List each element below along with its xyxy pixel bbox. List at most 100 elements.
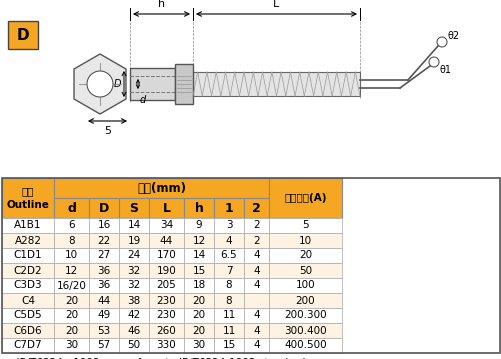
Text: 34: 34 <box>159 220 173 230</box>
Text: h: h <box>158 0 165 9</box>
Bar <box>54 308 89 323</box>
Text: C5D5: C5D5 <box>14 311 42 321</box>
Text: 4: 4 <box>253 311 260 321</box>
Bar <box>184 338 213 353</box>
Text: 4: 4 <box>253 266 260 275</box>
Text: 3: 3 <box>225 220 232 230</box>
Bar <box>243 233 269 248</box>
Text: 4: 4 <box>225 236 232 246</box>
Text: 8: 8 <box>225 295 232 306</box>
Text: 260: 260 <box>156 326 176 336</box>
Circle shape <box>428 57 438 67</box>
Bar <box>2 218 54 233</box>
Text: 200.300: 200.300 <box>284 311 326 321</box>
Bar <box>89 233 119 248</box>
Bar <box>8 21 38 49</box>
Bar <box>119 218 149 233</box>
Bar <box>54 293 89 308</box>
Bar <box>2 263 54 278</box>
Bar <box>149 218 184 233</box>
Bar <box>2 308 54 323</box>
Bar <box>54 248 89 263</box>
Bar <box>184 323 213 338</box>
Bar <box>269 293 341 308</box>
Text: 100: 100 <box>295 280 315 290</box>
Bar <box>175 64 192 104</box>
Text: 4: 4 <box>253 326 260 336</box>
Text: C6D6: C6D6 <box>14 326 42 336</box>
Text: 330: 330 <box>156 340 176 350</box>
Text: 36: 36 <box>97 266 110 275</box>
Text: d: d <box>140 95 146 105</box>
Bar <box>269 233 341 248</box>
Text: 230: 230 <box>156 295 176 306</box>
Text: 2: 2 <box>253 236 260 246</box>
Text: 36: 36 <box>97 280 110 290</box>
Bar <box>130 68 175 100</box>
Text: 适用电流(A): 适用电流(A) <box>284 193 326 203</box>
Text: 19: 19 <box>127 236 140 246</box>
Text: 11: 11 <box>222 311 235 321</box>
Text: 尺寸(mm): 尺寸(mm) <box>137 182 186 195</box>
Bar <box>54 263 89 278</box>
Text: 32: 32 <box>127 266 140 275</box>
Bar <box>119 263 149 278</box>
Text: 10: 10 <box>65 251 78 261</box>
Bar <box>243 308 269 323</box>
Text: 50: 50 <box>127 340 140 350</box>
Text: 42: 42 <box>127 311 140 321</box>
Bar <box>2 178 54 218</box>
Text: 16/20: 16/20 <box>57 280 86 290</box>
Bar <box>2 338 54 353</box>
Bar <box>213 323 243 338</box>
Bar <box>2 278 54 293</box>
Bar <box>149 323 184 338</box>
Text: 15: 15 <box>192 266 205 275</box>
Text: D: D <box>99 201 109 214</box>
Bar <box>269 218 341 233</box>
Text: 400.500: 400.500 <box>284 340 326 350</box>
Bar <box>269 278 341 293</box>
Bar <box>54 323 89 338</box>
Text: 300.400: 300.400 <box>284 326 326 336</box>
Bar <box>119 233 149 248</box>
Text: 15: 15 <box>222 340 235 350</box>
Bar <box>213 198 243 218</box>
Bar <box>89 198 119 218</box>
Bar <box>2 233 54 248</box>
Bar <box>243 263 269 278</box>
Text: C2D2: C2D2 <box>14 266 42 275</box>
Bar <box>213 293 243 308</box>
Text: D: D <box>17 28 29 42</box>
Bar <box>243 323 269 338</box>
Bar <box>213 263 243 278</box>
Text: 14: 14 <box>127 220 140 230</box>
Text: θ1: θ1 <box>439 65 451 75</box>
Text: 32: 32 <box>127 280 140 290</box>
Text: 230: 230 <box>156 311 176 321</box>
Bar <box>89 278 119 293</box>
Bar <box>213 218 243 233</box>
Bar <box>192 72 359 96</box>
Text: 30: 30 <box>192 340 205 350</box>
Bar <box>2 293 54 308</box>
Bar <box>184 198 213 218</box>
Text: 5: 5 <box>104 126 111 136</box>
Text: A1B1: A1B1 <box>14 220 42 230</box>
Bar <box>89 323 119 338</box>
Bar <box>184 293 213 308</box>
Bar <box>149 278 184 293</box>
Text: 20: 20 <box>192 326 205 336</box>
Text: 6.5: 6.5 <box>220 251 237 261</box>
Bar <box>119 308 149 323</box>
Text: 44: 44 <box>159 236 173 246</box>
Bar <box>243 278 269 293</box>
Bar <box>119 323 149 338</box>
Bar <box>269 178 341 218</box>
Text: 8: 8 <box>225 280 232 290</box>
Bar <box>119 198 149 218</box>
Bar <box>184 248 213 263</box>
Text: 50: 50 <box>298 266 312 275</box>
Text: 符合JB/T6324—1992标准  conform to JB/T6324-1992 standard: 符合JB/T6324—1992标准 conform to JB/T6324-19… <box>4 358 305 359</box>
Bar <box>184 278 213 293</box>
